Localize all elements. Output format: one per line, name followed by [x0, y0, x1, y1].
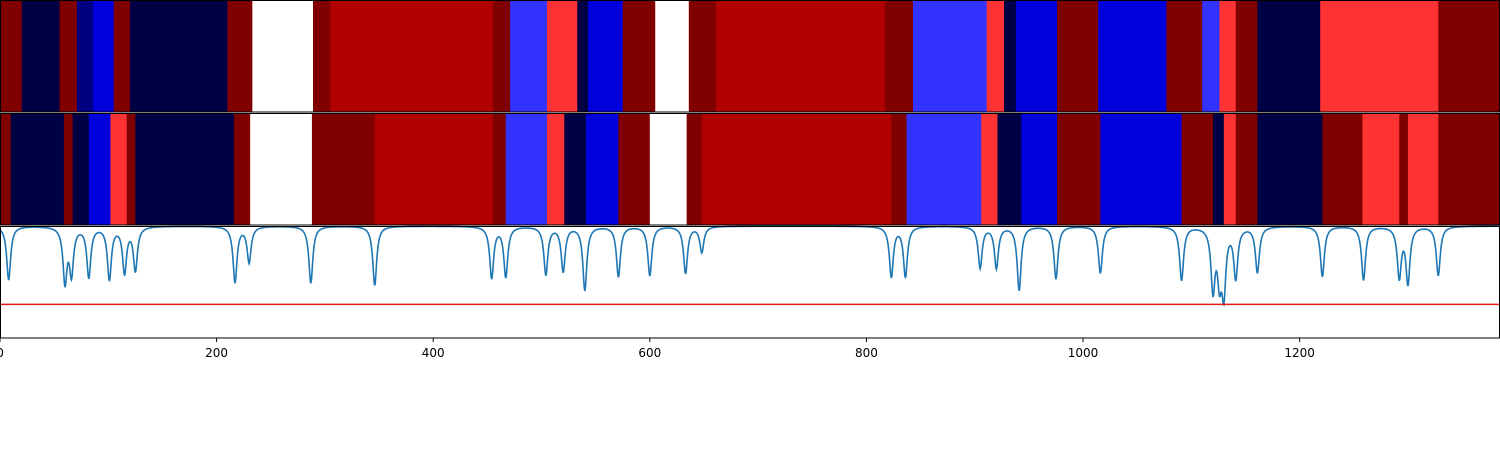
heatmap-segment [110, 113, 128, 225]
heatmap-segment [0, 113, 12, 225]
heatmap-segment [1257, 113, 1323, 225]
heatmap-segment [912, 0, 988, 112]
heatmap-segment [577, 0, 589, 112]
heatmap-segment [492, 113, 507, 225]
heatmap-segment [1399, 113, 1409, 225]
signal-line [0, 225, 1500, 307]
heatmap-segment [1015, 0, 1058, 112]
heatmap-segment [1322, 113, 1363, 225]
heatmap-segment [1235, 113, 1258, 225]
heatmap-track-1 [0, 0, 1500, 112]
heatmap-segment [510, 0, 548, 112]
heatmap-segment [1003, 0, 1017, 112]
x-tick-label: 0 [0, 346, 4, 360]
heatmap-segment [129, 0, 228, 112]
heatmap-segment [546, 113, 565, 225]
heatmap-segment [330, 0, 494, 112]
heatmap-segment [312, 0, 331, 112]
heatmap-segment [1057, 0, 1099, 112]
heatmap-segment [715, 0, 886, 112]
heatmap-segment [1181, 113, 1214, 225]
heatmap-segment [311, 113, 376, 225]
x-axis: 0 200 400 600 800 1000 1200 [0, 338, 1315, 360]
heatmap-segment [564, 113, 587, 225]
heatmap-segment [250, 113, 313, 225]
heatmap-segment [126, 113, 136, 225]
heatmap-segment [997, 113, 1022, 225]
heatmap-track-2 [0, 113, 1500, 225]
heatmap-segment [1212, 113, 1225, 225]
x-tick-label: 1200 [1284, 346, 1315, 360]
heatmap-segment [585, 113, 619, 225]
heatmap-segment [76, 0, 94, 112]
heatmap-segment [649, 113, 688, 225]
heatmap-segment [21, 0, 61, 112]
heatmap-segment [986, 0, 1005, 112]
x-tick-label: 200 [205, 346, 228, 360]
heatmap-segment [72, 113, 90, 225]
heatmap-segment [135, 113, 235, 225]
heatmap-segment [981, 113, 998, 225]
heatmap-segment [884, 0, 914, 112]
heatmap-segment [59, 0, 78, 112]
heatmap-segment [891, 113, 907, 225]
heatmap-segment [701, 113, 892, 225]
heatmap-segment [113, 0, 131, 112]
heatmap-segment [686, 113, 703, 225]
heatmap-segment [1166, 0, 1203, 112]
heatmap-segment [588, 0, 624, 112]
heatmap-segment [0, 0, 23, 112]
heatmap-segment [618, 113, 651, 225]
panel-frame [0, 226, 1500, 339]
heatmap-segment [1098, 0, 1167, 112]
heatmap-segment [622, 0, 656, 112]
heatmap-segment [655, 0, 690, 112]
heatmap-segment [88, 113, 111, 225]
heatmap-segment [1057, 113, 1101, 225]
heatmap-segment [10, 113, 65, 225]
heatmap-segment [688, 0, 717, 112]
heatmap-segment [233, 113, 251, 225]
heatmap-segment [1223, 113, 1237, 225]
signal-panel [0, 225, 1500, 307]
heatmap-segment [252, 0, 314, 112]
x-tick-label: 1000 [1068, 346, 1099, 360]
heatmap-segment [1257, 0, 1321, 112]
heatmap-segment [374, 113, 494, 225]
heatmap-segment [1100, 113, 1183, 225]
heatmap-segment [1362, 113, 1400, 225]
x-tick-label: 400 [422, 346, 445, 360]
heatmap-segment [93, 0, 115, 112]
heatmap-segment [227, 0, 253, 112]
heatmap-segment [546, 0, 578, 112]
heatmap-segment [1021, 113, 1058, 225]
heatmap-segment [63, 113, 74, 225]
heatmap-segment [1202, 0, 1220, 112]
x-tick-label: 800 [855, 346, 878, 360]
heatmap-segment [906, 113, 982, 225]
x-tick-label: 600 [638, 346, 661, 360]
heatmap-segment [1438, 0, 1500, 112]
heatmap-segment [492, 0, 511, 112]
heatmap-segment [1438, 113, 1500, 225]
heatmap-segment [505, 113, 548, 225]
heatmap-segment [1219, 0, 1237, 112]
heatmap-segment [1235, 0, 1258, 112]
heatmap-segment [1407, 113, 1439, 225]
heatmap-segment [1320, 0, 1439, 112]
